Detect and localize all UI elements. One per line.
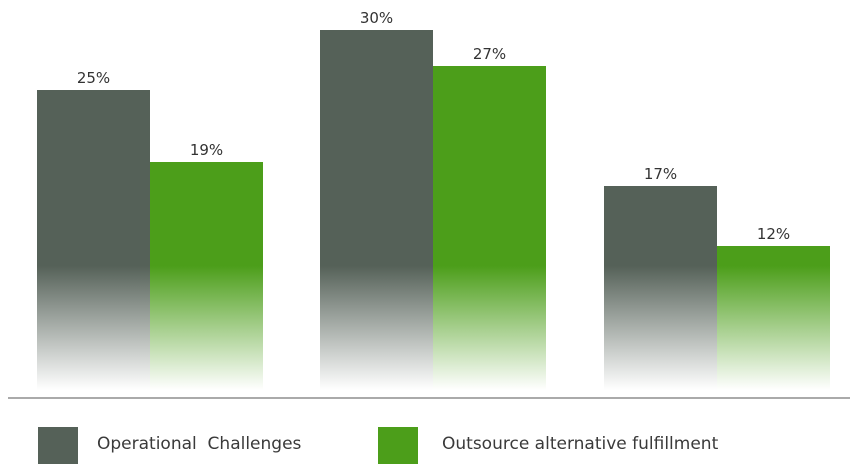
bar-chart: 25% 19% 30% 27% 17% 12% — [8, 9, 850, 399]
bars-layer — [37, 30, 830, 390]
legend-swatch-operational-challenges — [38, 427, 78, 464]
data-label-series-1-group-2: 30% — [360, 9, 393, 27]
bar-series-1-group-3 — [604, 186, 717, 390]
data-label-series-1-group-3: 17% — [644, 165, 677, 183]
data-label-series-2-group-2: 27% — [473, 45, 506, 63]
data-labels-layer: 25% 19% 30% 27% 17% 12% — [77, 9, 790, 243]
data-label-series-1-group-1: 25% — [77, 69, 110, 87]
data-label-series-2-group-1: 19% — [190, 141, 223, 159]
legend-swatch-outsource-alternative-fulfillment — [378, 427, 418, 464]
data-label-series-2-group-3: 12% — [757, 225, 790, 243]
bar-series-1-group-1 — [37, 90, 150, 390]
bar-series-2-group-1 — [150, 162, 263, 390]
bar-series-1-group-2 — [320, 30, 433, 390]
bar-series-2-group-2 — [433, 66, 546, 390]
legend-label-outsource-alternative-fulfillment: Outsource alternative fulfillment — [442, 434, 719, 454]
bar-series-2-group-3 — [717, 246, 830, 390]
legend-label-operational-challenges: Operational Challenges — [97, 434, 302, 454]
legend: Operational Challenges Outsource alterna… — [0, 422, 850, 466]
